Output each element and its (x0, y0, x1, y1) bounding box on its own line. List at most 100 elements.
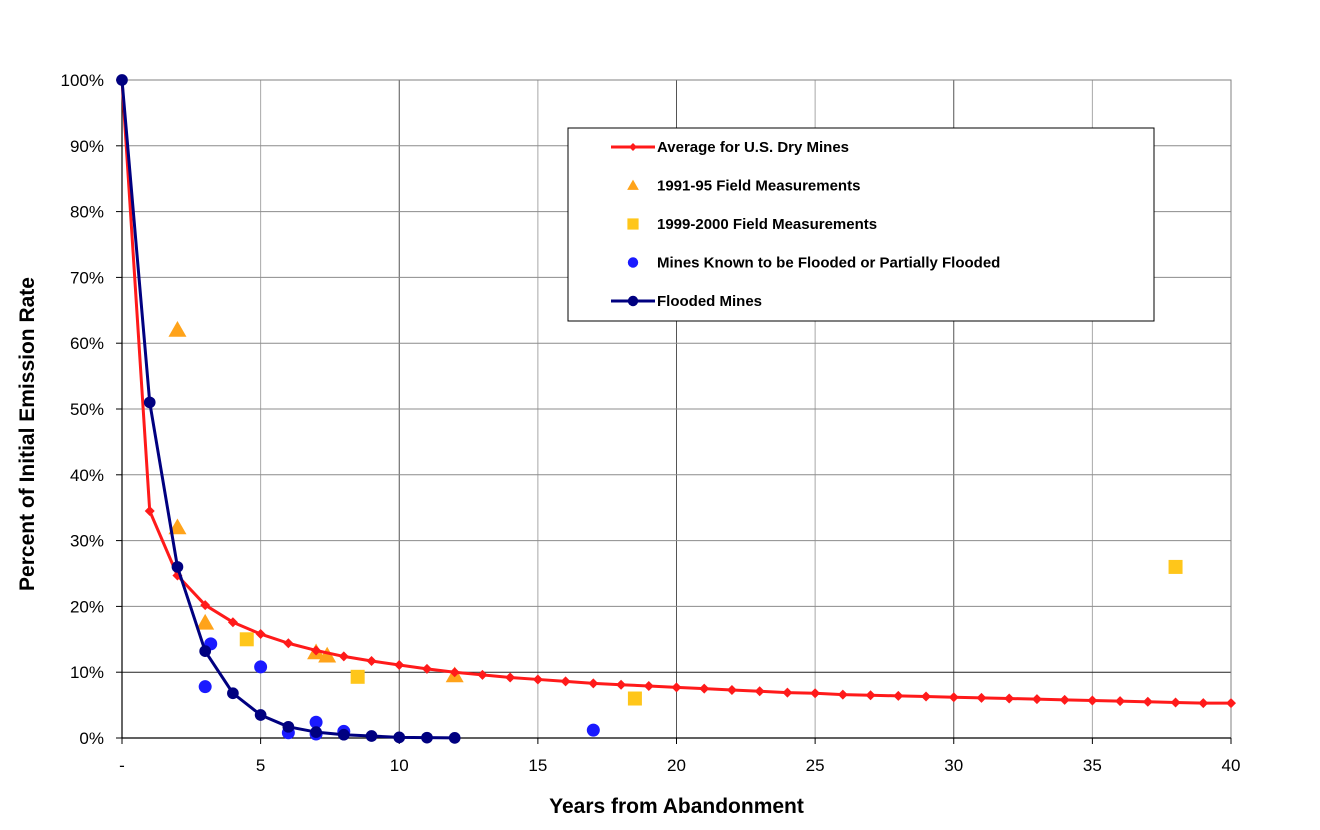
data-point (338, 651, 349, 662)
data-point (254, 660, 268, 674)
legend-label: 1999-2000 Field Measurements (657, 216, 877, 233)
series-0 (117, 75, 1236, 709)
legend-marker (629, 143, 637, 151)
data-point (1198, 698, 1209, 709)
data-point (560, 676, 571, 687)
y-tick-label: 20% (70, 597, 104, 616)
x-axis-title: Years from Abandonment (549, 795, 804, 818)
data-point (586, 723, 600, 737)
data-point (1004, 693, 1015, 704)
data-point (893, 690, 904, 701)
y-tick-label: 70% (70, 268, 104, 287)
data-point (227, 617, 238, 628)
legend-box (567, 127, 1155, 322)
data-point (1031, 694, 1042, 705)
series-4 (116, 74, 461, 744)
data-point (643, 681, 654, 692)
legend-marker (627, 257, 639, 268)
legend-label: Flooded Mines (657, 293, 762, 310)
data-point (449, 667, 460, 678)
series (116, 74, 1236, 744)
data-point (1168, 559, 1183, 574)
data-point (1142, 696, 1153, 707)
x-tick-label: 40 (1222, 756, 1241, 775)
data-point (1059, 694, 1070, 705)
data-point (726, 684, 737, 695)
data-point (810, 688, 821, 699)
legend-label: Mines Known to be Flooded or Partially F… (657, 255, 1000, 272)
data-point (198, 680, 212, 694)
y-tick-label: 40% (70, 466, 104, 485)
y-tick-label: 60% (70, 334, 104, 353)
legend-entry: Flooded Mines (611, 293, 762, 310)
axes: - 5 10 15 20 25 30 35 40 0% 10% 20% 30% 40% 50% 60% 70% 8… (61, 71, 1241, 775)
data-point (239, 632, 254, 647)
data-point (196, 613, 215, 630)
y-tick-label: 90% (70, 137, 104, 156)
data-point (168, 321, 187, 337)
legend: Average for U.S. Dry Mines 1991-95 Field … (567, 127, 1155, 322)
y-tick-label: 100% (61, 71, 104, 90)
series-1 (168, 321, 464, 683)
data-point (282, 720, 295, 733)
data-point (171, 561, 184, 573)
data-point (532, 674, 543, 685)
data-point (199, 645, 212, 657)
series-2 (239, 559, 1183, 706)
data-point (699, 683, 710, 694)
data-point (255, 629, 266, 640)
data-point (365, 730, 378, 742)
y-tick-label: 50% (70, 400, 104, 419)
x-tick-label: 20 (667, 756, 686, 775)
data-point (309, 715, 323, 729)
data-point (616, 679, 627, 690)
x-tick-label: 35 (1083, 756, 1102, 775)
data-point (310, 726, 322, 738)
legend-label: Average for U.S. Dry Mines (657, 139, 849, 156)
data-point (393, 731, 406, 744)
data-point (1170, 697, 1181, 708)
data-point (283, 638, 294, 649)
data-point (337, 728, 350, 741)
data-point (311, 645, 322, 656)
x-tick-label: 30 (944, 756, 963, 775)
legend-marker (627, 218, 639, 230)
x-tick-label: 10 (390, 756, 409, 775)
y-axis-title: Percent of Initial Emission Rate (16, 277, 39, 591)
data-point (1226, 698, 1236, 709)
data-point (627, 691, 642, 706)
data-point (588, 678, 599, 689)
y-tick-label: 80% (70, 203, 104, 222)
data-point (421, 731, 433, 744)
data-point (254, 709, 267, 721)
data-point (837, 689, 848, 700)
data-point (921, 691, 932, 702)
data-point (350, 669, 365, 684)
data-point (1115, 696, 1126, 707)
data-point (318, 646, 337, 663)
data-point (143, 396, 156, 409)
y-tick-label: 10% (70, 663, 104, 682)
data-point (116, 74, 128, 86)
data-point (865, 690, 876, 701)
y-tick-label: 0% (79, 729, 104, 748)
data-point (1087, 695, 1098, 706)
legend-entry: 1999-2000 Field Measurements (627, 216, 877, 233)
x-tick-label: - (119, 756, 125, 775)
data-point (394, 659, 405, 670)
legend-entry: 1991-95 Field Measurements (627, 178, 860, 195)
y-tick-label: 30% (70, 532, 104, 551)
legend-marker (627, 179, 639, 190)
data-point (366, 656, 377, 667)
data-point (448, 732, 461, 744)
data-point (227, 687, 239, 700)
data-point (976, 692, 987, 703)
data-point (782, 687, 793, 698)
data-point (144, 505, 155, 516)
data-point (200, 600, 211, 611)
legend-entry: Average for U.S. Dry Mines (611, 139, 849, 156)
data-point (671, 682, 682, 693)
data-point (477, 669, 488, 680)
